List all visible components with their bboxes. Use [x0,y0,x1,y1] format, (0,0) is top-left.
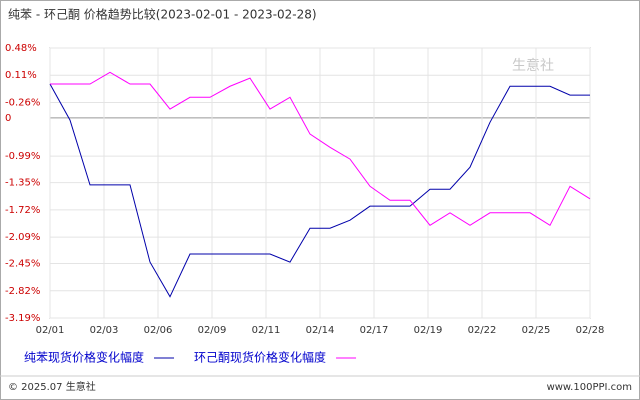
x-tick-label: 02/19 [414,325,443,336]
x-tick-label: 02/28 [576,325,605,336]
x-tick-label: 02/09 [198,325,227,336]
y-tick-label: -0.26% [5,97,40,108]
x-tick-label: 02/14 [306,325,335,336]
y-tick-label: 0.11% [5,70,37,81]
x-tick-label: 02/06 [144,325,173,336]
y-tick-label: 0 [5,113,11,124]
y-tick-label: 0.48% [5,43,37,54]
y-tick-label: -2.09% [5,232,40,243]
legend-label: 环己酮现货价格变化幅度 [194,350,326,365]
x-tick-label: 02/22 [468,325,497,336]
legend-label: 纯苯现货价格变化幅度 [24,350,144,365]
footer-copyright: © 2025.07 生意社 [8,380,96,393]
x-tick-label: 02/25 [522,325,551,336]
x-tick-label: 02/01 [36,325,65,336]
chart-title: 纯苯 - 环己酮 价格趋势比较(2023-02-01 - 2023-02-28) [8,7,317,22]
series-line [50,71,591,227]
x-tick-label: 02/03 [90,325,119,336]
y-tick-label: -0.99% [5,151,40,162]
y-tick-label: -1.35% [5,178,40,189]
series-line [49,83,590,298]
watermark: 生意社 [512,57,554,74]
y-tick-label: -3.19% [5,313,40,324]
y-tick-label: -1.72% [5,205,40,216]
footer-site: www.100PPI.com [547,382,632,393]
x-tick-label: 02/17 [360,325,389,336]
y-tick-label: -2.82% [5,286,40,297]
x-tick-label: 02/11 [252,325,281,336]
y-tick-label: -2.45% [5,259,40,270]
